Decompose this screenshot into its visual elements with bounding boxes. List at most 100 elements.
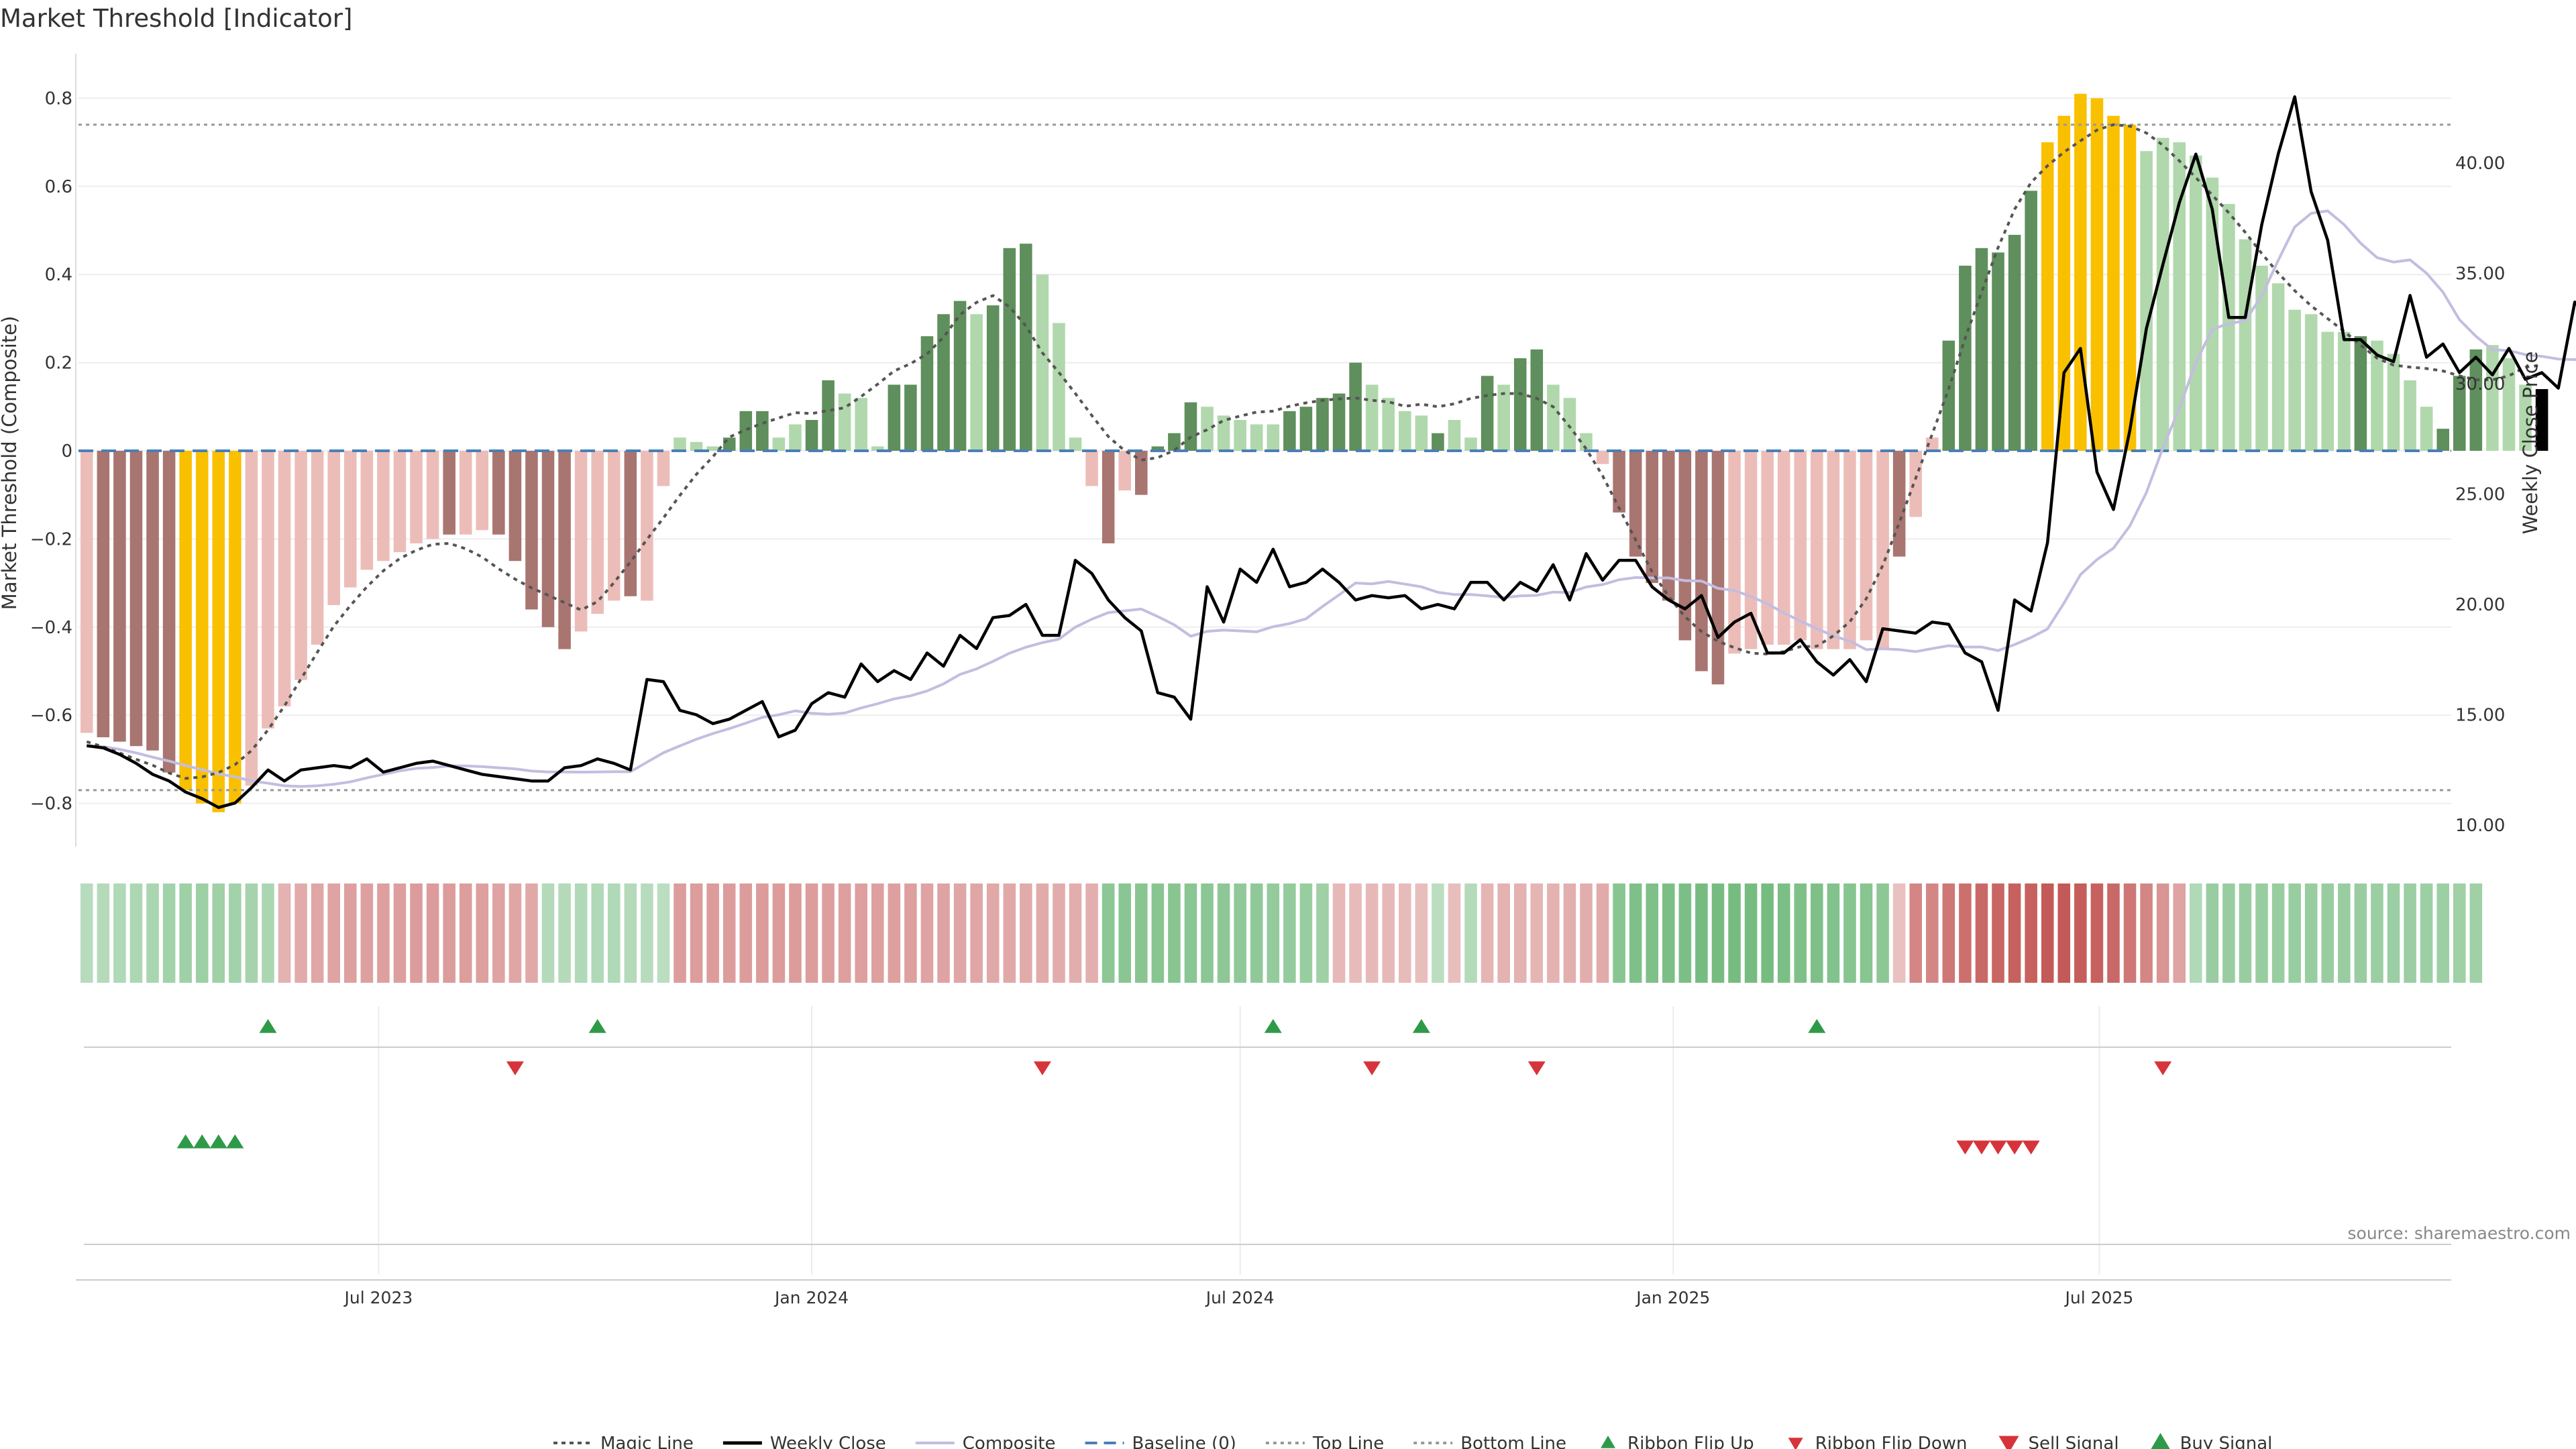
y-tick-label: −0.6 [30,706,72,726]
ribbon-cell [2288,883,2301,983]
ribbon-cell [1003,883,1016,983]
composite-bar [1382,398,1395,451]
ribbon-cell [1184,883,1197,983]
indicator-lines [78,95,2576,809]
composite-bar [327,451,340,605]
composite-bar [2255,266,2268,451]
ribbon-cell [1053,883,1065,983]
ribbon-cell [162,883,176,983]
ribbon-cell [2436,883,2449,983]
source-note: source: sharemaestro.com [2348,1224,2571,1243]
composite-bar [2222,204,2235,451]
y2-tick-label: 20.00 [2455,595,2505,615]
composite-bar [1827,451,1840,649]
ribbon-cell [1909,883,1922,983]
legend-item: Composite [915,1434,1056,1449]
ribbon-cell [2420,883,2433,983]
composite-bar [146,451,159,751]
composite-bar [920,336,934,451]
ribbon-cell [756,883,769,983]
ribbon-cell [1811,883,1823,983]
composite-bar [591,451,604,614]
composite-bar [410,451,423,543]
ribbon-cell [1069,883,1082,983]
ribbon-cell [1332,883,1346,983]
ribbon-cell [624,883,637,983]
ribbon-cell [1201,883,1214,983]
legend-label: Composite [963,1434,1056,1449]
ribbon-cell [2404,883,2416,983]
ribbon-cell [2090,883,2104,983]
ribbon-flip-up-marker [259,1019,277,1033]
ribbon-cell [1942,883,1955,983]
ribbon-flip-down-marker [1527,1061,1546,1075]
ribbon-cell [311,883,324,983]
composite-bar [1942,340,1955,451]
ribbon-cell [1580,883,1593,983]
ribbon-cell [789,883,802,983]
ribbon-cell [1843,883,1856,983]
legend-item: Baseline (0) [1085,1434,1236,1449]
ribbon-cell [2008,883,2021,983]
ribbon-cell [1085,883,1098,983]
ribbon-cell [2074,883,2087,983]
ribbon-cell [1513,883,1527,983]
ribbon-cell [278,883,291,983]
composite-bar [393,451,407,553]
composite-bar [212,451,225,812]
y-tick-label: −0.2 [30,529,72,549]
buy-signal-marker [209,1134,227,1148]
ribbon-cell [1102,883,1115,983]
composite-bar [2190,155,2202,451]
ribbon-cell [2453,883,2466,983]
composite-bar [2107,115,2120,451]
composite-bar [294,451,307,680]
ribbon-cell [113,883,126,983]
y-axis-label: Market Threshold (Composite) [0,316,21,610]
ribbon-cell [1892,883,1906,983]
magic-line [86,123,2542,780]
composite-bar [1959,266,1972,451]
legend-swatch [1601,1436,1616,1448]
composite-bar [278,451,291,707]
composite-bar [1695,451,1708,672]
ribbon-cell [1530,883,1544,983]
composite-bar [855,398,867,451]
composite-line [87,209,2576,788]
ribbon-cell [871,883,884,983]
composite-bar [1020,244,1032,451]
ribbon-cell [1613,883,1625,983]
legend-label: Bottom Line [1460,1434,1566,1449]
ribbon-cell [410,883,423,983]
composite-bar [1299,407,1313,451]
composite-bar [344,451,357,588]
ribbon-cell [1711,883,1725,983]
ribbon-cell [1448,883,1461,983]
composite-bar [2074,93,2087,451]
composite-bar [1926,437,1939,451]
ribbon-cell [1399,883,1411,983]
legend-label: Magic Line [600,1434,694,1449]
legend: Magic Line Weekly Close Composite Baseline … [553,1433,2272,1449]
legend-item: Ribbon Flip Up [1601,1434,1754,1449]
composite-bar [1481,376,1494,451]
ribbon-cell [1481,883,1494,983]
composite-bar [1513,358,1527,451]
composite-bar [2486,345,2499,451]
ribbon-cell [459,883,472,983]
ribbon-cell [146,883,159,983]
composite-bar [2519,384,2532,451]
legend-label: Top Line [1312,1434,1384,1449]
composite-bar [1580,433,1593,451]
composite-bar [1250,424,1263,451]
heat-ribbon [80,883,2483,983]
composite-bar [129,451,143,747]
composite-bar [229,451,241,804]
ribbon-cell [1662,883,1675,983]
composite-bar [377,451,390,561]
composite-bar [2140,151,2153,451]
ribbon-cell [953,883,967,983]
ribbon-cell [2025,883,2037,983]
y2-tick-label: 25.00 [2455,485,2505,505]
buy-triangle-icon [2151,1433,2170,1449]
